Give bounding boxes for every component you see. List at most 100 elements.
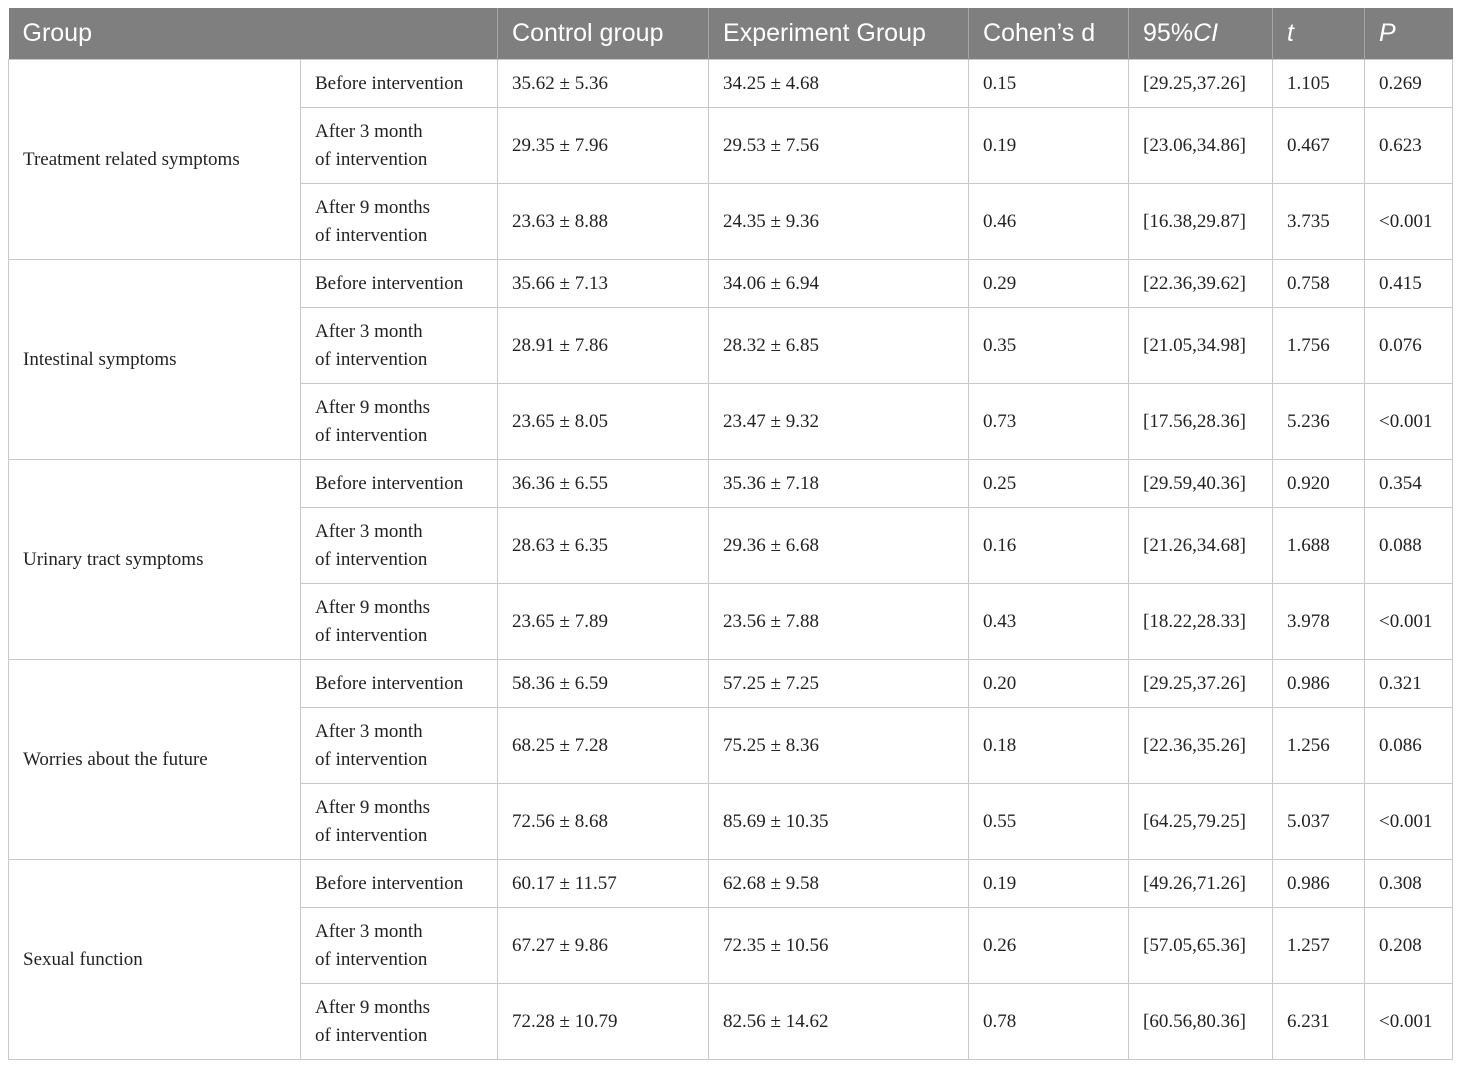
- control-cell: 35.62 ± 5.36: [497, 59, 710, 108]
- t-cell: 0.920: [1272, 459, 1366, 508]
- stage-cell: After 9 months of intervention: [299, 383, 499, 460]
- t-cell: 0.467: [1272, 107, 1366, 184]
- ci-cell: [57.05,65.36]: [1128, 907, 1274, 984]
- stage-line-1: Before intervention: [315, 872, 464, 894]
- cohens-d-cell: 0.73: [968, 383, 1130, 460]
- table-row: After 3 month of intervention 28.91 ± 7.86…: [9, 307, 1454, 384]
- stage-line-2: of intervention: [315, 348, 428, 370]
- stage-cell: After 3 month of intervention: [299, 507, 499, 584]
- t-cell: 5.236: [1272, 383, 1366, 460]
- stage-line-1: After 3 month: [315, 320, 423, 342]
- cohens-d-cell: 0.78: [968, 983, 1130, 1060]
- experiment-cell: 29.36 ± 6.68: [708, 507, 970, 584]
- experiment-cell: 82.56 ± 14.62: [708, 983, 970, 1060]
- cohens-d-cell: 0.35: [968, 307, 1130, 384]
- experiment-cell: 24.35 ± 9.36: [708, 183, 970, 260]
- p-cell: 0.086: [1364, 707, 1454, 784]
- control-cell: 72.56 ± 8.68: [497, 783, 710, 860]
- table-row: Treatment related symptoms Before interve…: [8, 59, 1454, 260]
- table-row: Sexual function Before intervention 60.17 …: [8, 859, 1454, 1060]
- control-cell: 67.27 ± 9.86: [497, 907, 710, 984]
- control-cell: 36.36 ± 6.55: [497, 459, 710, 508]
- stage-line-2: of intervention: [315, 148, 428, 170]
- stage-line-1: After 9 months: [315, 596, 431, 618]
- header-t: t: [1272, 8, 1365, 60]
- control-cell: 58.36 ± 6.59: [497, 659, 710, 708]
- experiment-cell: 35.36 ± 7.18: [708, 459, 970, 508]
- p-cell: <0.001: [1364, 783, 1454, 860]
- ci-cell: [16.38,29.87]: [1128, 183, 1274, 260]
- group-name-cell: Worries about the future: [8, 659, 301, 860]
- p-cell: 0.076: [1364, 307, 1454, 384]
- stage-cell: After 9 months of intervention: [299, 183, 499, 260]
- p-cell: <0.001: [1364, 583, 1454, 660]
- cohens-d-cell: 0.18: [968, 707, 1130, 784]
- stage-line-1: Before intervention: [315, 472, 464, 494]
- stage-line-1: After 3 month: [315, 720, 423, 742]
- p-cell: 0.415: [1364, 259, 1454, 308]
- t-cell: 1.105: [1272, 59, 1366, 108]
- table-row: Urinary tract symptoms Before interventio…: [8, 459, 1454, 660]
- p-cell: <0.001: [1364, 383, 1454, 460]
- table-row: After 3 month of intervention 68.25 ± 7.28…: [9, 707, 1454, 784]
- stage-cell: Before intervention: [299, 859, 499, 908]
- experiment-cell: 34.25 ± 4.68: [708, 59, 970, 108]
- stage-line-1: After 3 month: [315, 920, 423, 942]
- p-cell: 0.088: [1364, 507, 1454, 584]
- experiment-cell: 75.25 ± 8.36: [708, 707, 970, 784]
- p-cell: <0.001: [1364, 983, 1454, 1060]
- stage-line-2: of intervention: [315, 424, 428, 446]
- ci-cell: [17.56,28.36]: [1128, 383, 1274, 460]
- group-name-cell: Intestinal symptoms: [8, 259, 301, 460]
- cohens-d-cell: 0.29: [968, 259, 1130, 308]
- experiment-cell: 23.56 ± 7.88: [708, 583, 970, 660]
- t-cell: 0.986: [1272, 859, 1366, 908]
- table-row: Worries about the future Before intervent…: [8, 659, 1454, 860]
- ci-cell: [64.25,79.25]: [1128, 783, 1274, 860]
- header-experiment: Experiment Group: [708, 8, 969, 60]
- table-body: Treatment related symptoms Before interve…: [8, 59, 1454, 1060]
- ci-cell: [49.26,71.26]: [1128, 859, 1274, 908]
- t-cell: 0.758: [1272, 259, 1366, 308]
- stage-cell: After 3 month of intervention: [299, 107, 499, 184]
- t-cell: 1.257: [1272, 907, 1366, 984]
- header-ci-label: 95%CI: [1143, 19, 1219, 47]
- header-row: Group Control group Experiment Group Coh…: [8, 8, 1453, 60]
- t-cell: 5.037: [1272, 783, 1366, 860]
- stage-line-1: Before intervention: [315, 672, 464, 694]
- ci-cell: [29.25,37.26]: [1128, 659, 1274, 708]
- cohens-d-cell: 0.20: [968, 659, 1130, 708]
- group-name-cell: Urinary tract symptoms: [8, 459, 301, 660]
- ci-cell: [29.25,37.26]: [1128, 59, 1274, 108]
- stage-line-2: of intervention: [315, 624, 428, 646]
- t-cell: 6.231: [1272, 983, 1366, 1060]
- ci-cell: [60.56,80.36]: [1128, 983, 1274, 1060]
- table-row: After 3 month of intervention 29.35 ± 7.96…: [9, 107, 1454, 184]
- header-group: Group: [8, 8, 498, 60]
- control-cell: 23.65 ± 8.05: [497, 383, 710, 460]
- experiment-cell: 29.53 ± 7.56: [708, 107, 970, 184]
- t-cell: 1.688: [1272, 507, 1366, 584]
- table-row: After 9 months of intervention 23.63 ± 8.8…: [9, 183, 1454, 260]
- experiment-cell: 62.68 ± 9.58: [708, 859, 970, 908]
- stage-cell: After 9 months of intervention: [299, 583, 499, 660]
- p-cell: 0.354: [1364, 459, 1454, 508]
- stage-line-2: of intervention: [315, 224, 428, 246]
- header-control: Control group: [497, 8, 709, 60]
- experiment-cell: 85.69 ± 10.35: [708, 783, 970, 860]
- stage-line-1: After 9 months: [315, 396, 431, 418]
- ci-cell: [22.36,35.26]: [1128, 707, 1274, 784]
- p-cell: 0.208: [1364, 907, 1454, 984]
- stage-line-1: Before intervention: [315, 272, 464, 294]
- control-cell: 28.63 ± 6.35: [497, 507, 710, 584]
- experiment-cell: 57.25 ± 7.25: [708, 659, 970, 708]
- table-row: After 9 months of intervention 72.56 ± 8.6…: [9, 783, 1454, 860]
- control-cell: 68.25 ± 7.28: [497, 707, 710, 784]
- cohens-d-cell: 0.16: [968, 507, 1130, 584]
- cohens-d-cell: 0.19: [968, 859, 1130, 908]
- t-cell: 1.756: [1272, 307, 1366, 384]
- control-cell: 23.65 ± 7.89: [497, 583, 710, 660]
- cohens-d-cell: 0.15: [968, 59, 1130, 108]
- table-row: After 9 months of intervention 23.65 ± 8.0…: [9, 383, 1454, 460]
- table-row: After 9 months of intervention 72.28 ± 10.…: [9, 983, 1454, 1060]
